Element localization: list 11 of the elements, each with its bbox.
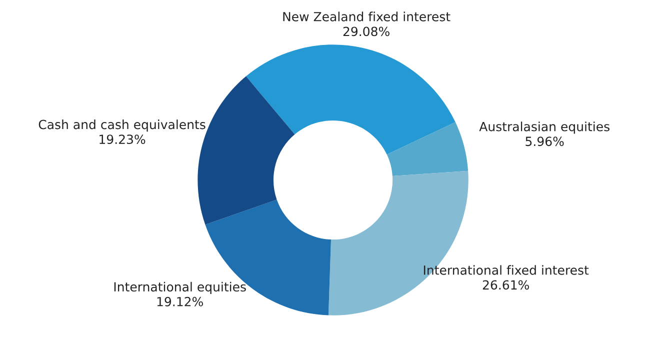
- slice-label: Cash and cash equivalents: [38, 120, 206, 132]
- slice-label: Australasian equities: [479, 122, 610, 134]
- data-label: 26.61%: [482, 280, 529, 290]
- slice-label: International equities: [114, 282, 246, 294]
- data-label: 19.23%: [100, 134, 146, 144]
- data-label: 5.96%: [526, 136, 564, 146]
- donut-slice: [246, 44, 456, 155]
- slice-label: New Zealand fixed interest: [283, 12, 450, 22]
- data-label: 19.12%: [157, 296, 203, 306]
- donut-slice: [386, 122, 468, 176]
- data-label: 29.08%: [343, 26, 390, 36]
